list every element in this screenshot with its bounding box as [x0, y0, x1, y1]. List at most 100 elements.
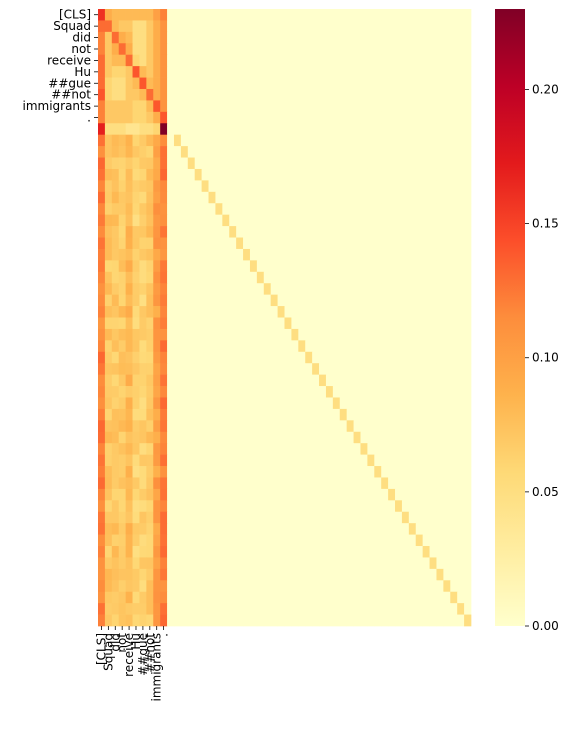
heatmap-cell	[298, 466, 306, 478]
heatmap-cell	[118, 408, 126, 421]
heatmap-cell	[464, 557, 472, 570]
heatmap-cell	[332, 260, 341, 273]
heatmap-cell	[208, 351, 216, 364]
heatmap-cell	[160, 283, 168, 295]
heatmap-cell	[222, 191, 230, 204]
heatmap-cell	[395, 614, 403, 627]
heatmap-cell	[270, 20, 278, 33]
heatmap-cell	[388, 66, 396, 78]
heatmap-cell	[243, 477, 251, 490]
heatmap-cell	[263, 408, 272, 421]
heatmap-cell	[208, 397, 216, 410]
heatmap-cell	[201, 77, 209, 90]
heatmap-cell	[236, 363, 244, 375]
heatmap-cell	[256, 306, 265, 318]
heatmap-cell	[104, 111, 113, 124]
heatmap-cell	[332, 454, 341, 467]
heatmap-cell	[208, 306, 216, 318]
heatmap-cell	[167, 248, 175, 261]
heatmap-cell	[270, 168, 278, 181]
heatmap-cell	[201, 443, 209, 455]
heatmap-cell	[436, 511, 444, 524]
heatmap-cell	[388, 88, 396, 101]
heatmap-cell	[125, 100, 133, 113]
heatmap-cell	[194, 9, 202, 21]
heatmap-cell	[146, 374, 154, 387]
heatmap-cell	[339, 168, 348, 181]
heatmap-cell	[180, 203, 189, 216]
heatmap-cell	[319, 443, 327, 455]
heatmap-cell	[111, 66, 120, 78]
heatmap-cell	[243, 534, 251, 547]
heatmap-cell	[443, 88, 451, 101]
heatmap-cell	[153, 226, 161, 238]
heatmap-cell	[160, 9, 168, 21]
heatmap-cell	[353, 180, 361, 193]
heatmap-cell	[408, 340, 417, 353]
heatmap-cell	[180, 443, 189, 455]
heatmap-cell	[153, 603, 161, 615]
heatmap-cell	[415, 454, 423, 467]
heatmap-cell	[457, 180, 465, 193]
heatmap-cell	[450, 134, 458, 147]
heatmap-cell	[422, 271, 430, 284]
heatmap-cell	[388, 111, 396, 124]
heatmap-cell	[146, 123, 154, 136]
heatmap-cell	[132, 351, 140, 364]
heatmap-cell	[215, 88, 223, 101]
heatmap-cell	[422, 328, 430, 341]
heatmap-cell	[180, 43, 189, 56]
heatmap-cell	[360, 454, 368, 467]
heatmap-cell	[180, 580, 189, 593]
heatmap-cell	[270, 54, 278, 67]
heatmap-cell	[249, 603, 258, 615]
heatmap-cell	[381, 43, 389, 56]
heatmap-cell	[367, 340, 375, 353]
heatmap-cell	[332, 580, 341, 593]
heatmap-cell	[436, 443, 444, 455]
heatmap-cell	[298, 248, 306, 261]
heatmap-cell	[305, 340, 313, 353]
heatmap-cell	[167, 88, 175, 101]
heatmap-cell	[401, 146, 410, 158]
heatmap-cell	[422, 488, 430, 501]
colorbar-tick-label: 0.00	[532, 619, 559, 633]
heatmap-cell	[160, 523, 168, 535]
heatmap-cell	[229, 43, 237, 56]
heatmap-cell	[401, 614, 410, 627]
heatmap-cell	[291, 191, 299, 204]
heatmap-cell	[374, 157, 382, 170]
heatmap-cell	[305, 408, 313, 421]
heatmap-cell	[395, 477, 403, 490]
heatmap-cell	[173, 77, 182, 90]
heatmap-cell	[367, 294, 375, 307]
heatmap-cell	[167, 203, 175, 216]
heatmap-cell	[201, 546, 209, 558]
heatmap-cell	[291, 500, 299, 513]
heatmap-cell	[436, 317, 444, 330]
heatmap-cell	[325, 214, 334, 227]
heatmap-cell	[388, 546, 396, 558]
heatmap-cell	[125, 54, 133, 67]
heatmap-cell	[236, 134, 244, 147]
heatmap-cell	[457, 340, 465, 353]
heatmap-cell	[464, 603, 472, 615]
heatmap-cell	[167, 54, 175, 67]
heatmap-cell	[415, 77, 423, 90]
heatmap-cell	[222, 168, 230, 181]
heatmap-cell	[436, 351, 444, 364]
heatmap-cell	[332, 191, 341, 204]
heatmap-cell	[325, 134, 334, 147]
heatmap-cell	[395, 591, 403, 604]
heatmap-cell	[332, 31, 341, 44]
heatmap-cell	[222, 226, 230, 238]
heatmap-cell	[353, 157, 361, 170]
heatmap-cell	[305, 283, 313, 295]
heatmap-cell	[457, 386, 465, 398]
heatmap-cell	[388, 328, 396, 341]
heatmap-cell	[395, 168, 403, 181]
heatmap-cell	[346, 546, 354, 558]
heatmap-cell	[118, 226, 126, 238]
heatmap-cell	[464, 511, 472, 524]
heatmap-cell	[229, 374, 237, 387]
